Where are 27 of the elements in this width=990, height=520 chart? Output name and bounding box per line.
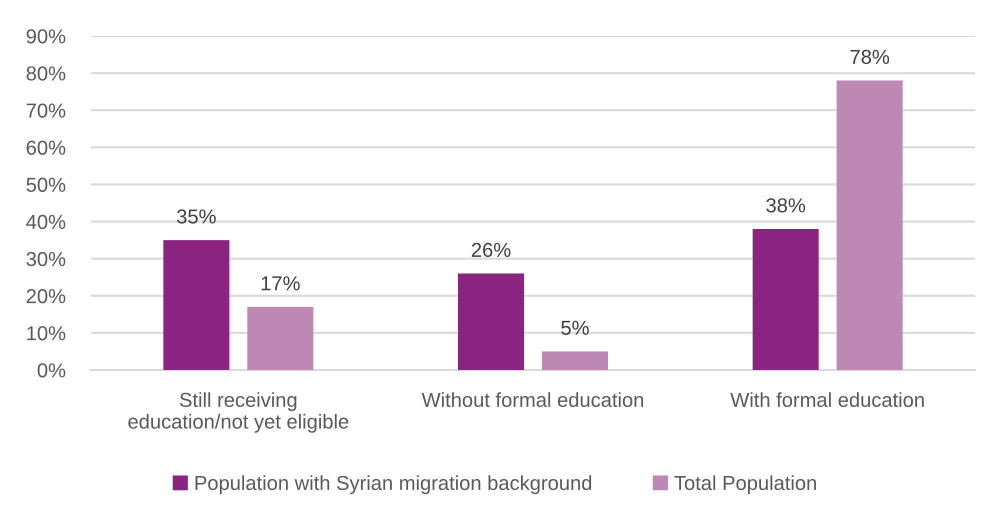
x-tick-label: Still receiving education/not yet eligible xyxy=(128,392,348,433)
legend-label: Total Population xyxy=(674,475,816,494)
y-tick-label: 20% xyxy=(26,289,66,304)
x-tick-label: With formal education xyxy=(730,392,924,408)
y-tick-label: 90% xyxy=(26,29,66,44)
y-tick-label: 0% xyxy=(38,363,66,378)
bar xyxy=(163,240,230,370)
y-tick-label: 10% xyxy=(27,326,66,340)
data-label: 38% xyxy=(766,198,806,212)
bar xyxy=(836,80,903,370)
bar xyxy=(542,351,608,370)
y-tick-label: 80% xyxy=(26,66,66,81)
data-label: 17% xyxy=(262,276,300,290)
bar xyxy=(458,274,524,370)
data-label: 78% xyxy=(850,50,890,64)
data-label: 26% xyxy=(472,242,510,258)
y-tick-label: 50% xyxy=(26,178,66,192)
y-tick-label: 60% xyxy=(26,140,66,155)
y-tick-label: 40% xyxy=(26,214,66,230)
y-tick-label: 70% xyxy=(26,103,66,118)
data-label: 35% xyxy=(176,209,216,224)
y-tick-label: 30% xyxy=(26,252,66,266)
bar xyxy=(247,306,314,370)
bar xyxy=(752,228,819,370)
x-tick-label: Without formal education xyxy=(422,392,644,408)
data-label: 5% xyxy=(561,320,589,335)
legend-label: Population with Syrian migration background xyxy=(196,475,592,494)
